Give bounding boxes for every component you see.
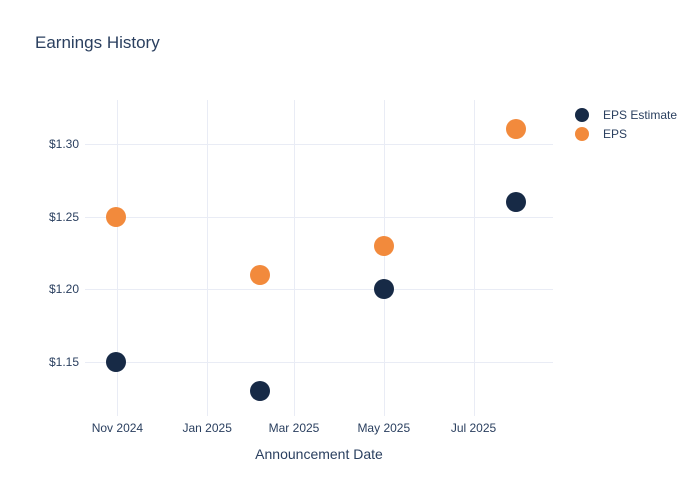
y-gridline bbox=[85, 362, 553, 363]
y-gridline bbox=[85, 216, 553, 218]
plot-area[interactable]: Nov 2024 Jan 2025 Mar 2025 May 2025 Jul 2025… bbox=[49, 100, 553, 435]
point-eps-estimate[interactable] bbox=[373, 279, 394, 300]
point-eps-estimate[interactable] bbox=[105, 352, 126, 372]
y-tick-label: $1.25 bbox=[48, 209, 79, 224]
legend-item-eps-estimate[interactable]: EPS Estimate bbox=[575, 105, 677, 124]
x-gridline bbox=[383, 100, 385, 416]
point-eps[interactable] bbox=[105, 206, 126, 227]
y-gridline bbox=[85, 289, 553, 291]
legend-label: EPS Estimate bbox=[603, 107, 678, 122]
x-tick-label: Jan 2025 bbox=[182, 421, 232, 435]
point-eps-estimate[interactable] bbox=[250, 381, 271, 402]
point-eps-estimate[interactable] bbox=[506, 191, 527, 212]
y-tick-label: $1.30 bbox=[48, 136, 79, 151]
legend: EPS Estimate EPS bbox=[575, 105, 677, 143]
point-eps[interactable] bbox=[506, 119, 527, 140]
legend-marker-eps-icon bbox=[575, 126, 589, 141]
x-axis-title: Announcement Date bbox=[255, 446, 383, 462]
x-tick-label: Nov 2024 bbox=[91, 421, 144, 435]
x-tick-label: Mar 2025 bbox=[268, 421, 320, 435]
x-tick-label: Jul 2025 bbox=[450, 421, 497, 435]
legend-label: EPS bbox=[603, 126, 628, 141]
x-gridline bbox=[473, 100, 475, 416]
x-tick-label: May 2025 bbox=[357, 421, 411, 435]
legend-item-eps[interactable]: EPS bbox=[575, 124, 677, 143]
y-gridline bbox=[85, 143, 553, 145]
chart-title: Earnings History bbox=[35, 33, 160, 52]
legend-marker-eps-estimate-icon bbox=[575, 107, 589, 122]
x-gridline bbox=[117, 100, 119, 416]
x-gridline bbox=[207, 100, 209, 416]
point-eps[interactable] bbox=[373, 235, 394, 256]
y-tick-label: $1.15 bbox=[48, 355, 79, 369]
x-gridline bbox=[294, 100, 295, 416]
point-eps[interactable] bbox=[250, 264, 271, 285]
y-tick-label: $1.20 bbox=[48, 282, 79, 297]
